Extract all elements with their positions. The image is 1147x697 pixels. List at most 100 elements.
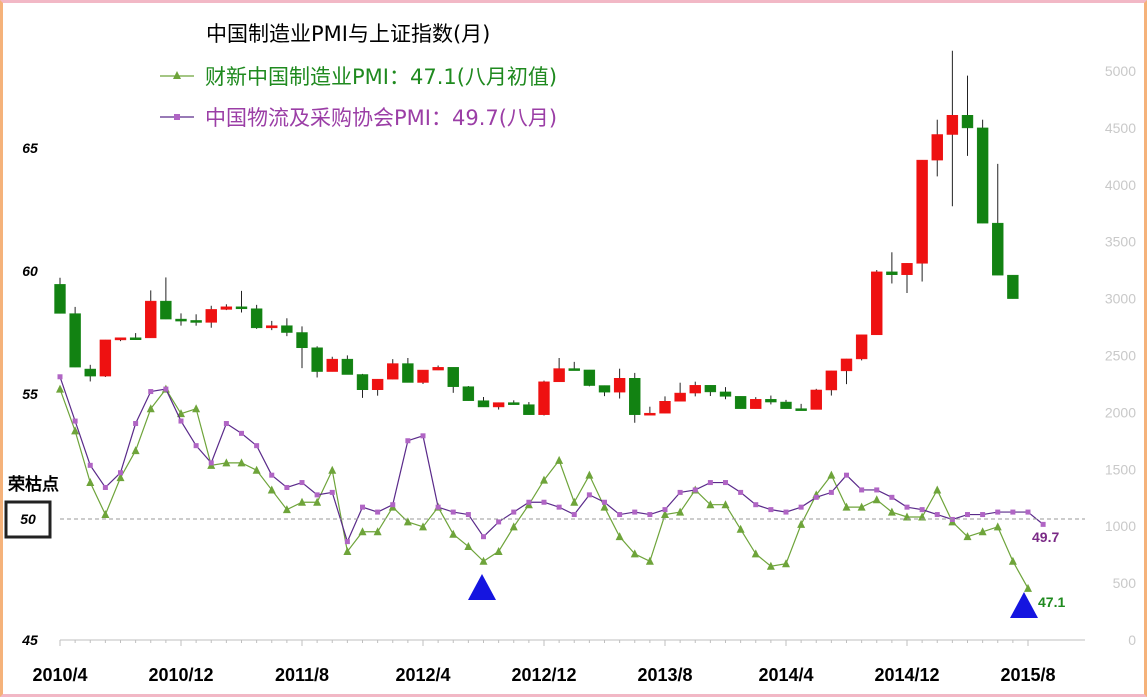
official-point bbox=[723, 480, 728, 486]
pmi-lines bbox=[56, 374, 1046, 592]
caixin-point bbox=[963, 532, 972, 541]
candle-body bbox=[462, 386, 475, 401]
official-point bbox=[420, 433, 426, 439]
official-point bbox=[1040, 521, 1046, 527]
left-tick-label: 65 bbox=[22, 140, 38, 156]
official-end-label: 49.7 bbox=[1032, 529, 1059, 545]
caixin-point bbox=[555, 455, 564, 464]
candle-body bbox=[795, 408, 807, 411]
caixin-point bbox=[661, 510, 669, 519]
official-point bbox=[375, 509, 381, 515]
boom-bust-label: 荣枯点 bbox=[7, 474, 59, 495]
candle-body bbox=[750, 399, 762, 409]
right-tick-label: 1000 bbox=[1105, 518, 1136, 534]
candle-body bbox=[387, 363, 399, 380]
official-point bbox=[602, 499, 607, 505]
candle-body bbox=[1007, 274, 1019, 299]
official-point bbox=[329, 489, 335, 495]
official-point bbox=[632, 509, 638, 515]
official-point bbox=[465, 512, 471, 518]
candle-body bbox=[129, 337, 142, 340]
caixin-point bbox=[782, 559, 790, 568]
official-point bbox=[783, 509, 789, 515]
caixin-point bbox=[449, 529, 458, 538]
candle-body bbox=[54, 284, 66, 314]
candle-body bbox=[175, 318, 187, 322]
candle-body bbox=[810, 389, 822, 410]
candle-body bbox=[371, 378, 384, 391]
caixin-point bbox=[313, 497, 322, 506]
candle-body bbox=[311, 347, 323, 372]
official-point bbox=[692, 487, 698, 493]
caixin-point bbox=[797, 519, 806, 528]
official-point bbox=[239, 430, 244, 436]
candle-body bbox=[583, 369, 596, 386]
right-tick-label: 3500 bbox=[1105, 234, 1136, 250]
caixin-point bbox=[676, 507, 685, 516]
chart-title: 中国制造业PMI与上证指数(月) bbox=[206, 22, 490, 46]
left-tick-label: 55 bbox=[22, 386, 38, 402]
official-point bbox=[798, 504, 804, 510]
official-point bbox=[390, 502, 396, 508]
highlight-triangle bbox=[1010, 592, 1038, 618]
official-point bbox=[859, 487, 865, 493]
candle-body bbox=[220, 306, 233, 310]
official-point bbox=[844, 472, 849, 478]
official-point bbox=[995, 509, 1001, 515]
candle-body bbox=[160, 300, 172, 320]
caixin-point bbox=[615, 532, 624, 541]
official-point bbox=[118, 470, 123, 476]
candle-body bbox=[356, 374, 369, 391]
caixin-point bbox=[585, 470, 594, 479]
candle-body bbox=[538, 381, 550, 415]
candle-body bbox=[568, 368, 580, 371]
x-tick-label: 2015/8 bbox=[1000, 665, 1055, 685]
caixin-point bbox=[645, 556, 654, 565]
candle-body bbox=[447, 367, 459, 387]
caixin-point bbox=[282, 505, 291, 514]
right-tick-label: 500 bbox=[1113, 575, 1137, 591]
candle-body bbox=[84, 368, 96, 377]
right-tick-label: 3000 bbox=[1105, 291, 1136, 307]
highlight-triangle bbox=[468, 574, 496, 600]
x-axis-ticks bbox=[59, 640, 1029, 646]
official-point bbox=[874, 487, 880, 493]
candle-body bbox=[961, 115, 974, 129]
official-point bbox=[813, 494, 819, 500]
candle-body bbox=[704, 385, 717, 393]
official-point bbox=[980, 512, 986, 518]
caixin-point bbox=[237, 458, 246, 467]
right-tick-label: 2500 bbox=[1105, 348, 1136, 364]
candle-body bbox=[931, 134, 943, 161]
right-tick-label: 1500 bbox=[1105, 461, 1136, 477]
candle-body bbox=[477, 400, 490, 408]
candle-body bbox=[508, 402, 520, 405]
official-point bbox=[163, 386, 169, 392]
candle-body bbox=[840, 358, 853, 372]
candle-body bbox=[69, 313, 81, 368]
legend: 财新中国制造业PMI：47.1(八月初值) 中国物流及采购协会PMI：49.7(… bbox=[160, 65, 557, 130]
caixin-point bbox=[978, 527, 987, 536]
official-point bbox=[662, 507, 668, 513]
official-point bbox=[178, 418, 184, 424]
right-tick-label: 5000 bbox=[1105, 63, 1136, 79]
official-pmi-line bbox=[59, 376, 1044, 544]
candle-body bbox=[266, 325, 278, 329]
official-point bbox=[57, 374, 63, 380]
candle-body bbox=[553, 368, 565, 383]
official-point bbox=[87, 462, 93, 468]
candle-body bbox=[992, 222, 1004, 276]
x-tick-label: 2014/4 bbox=[758, 665, 813, 685]
official-point bbox=[934, 512, 940, 518]
candle-body bbox=[674, 392, 686, 402]
caixin-point bbox=[872, 495, 881, 504]
official-point bbox=[586, 492, 592, 498]
x-axis-labels: 2010/4 2010/12 2011/8 2012/4 2012/12 2013/8 20… bbox=[32, 665, 1055, 685]
caixin-point bbox=[887, 507, 896, 516]
caixin-point bbox=[479, 556, 488, 565]
caixin-point bbox=[570, 497, 579, 506]
candle-body bbox=[235, 306, 248, 310]
official-point bbox=[617, 512, 623, 518]
official-point bbox=[828, 489, 834, 495]
